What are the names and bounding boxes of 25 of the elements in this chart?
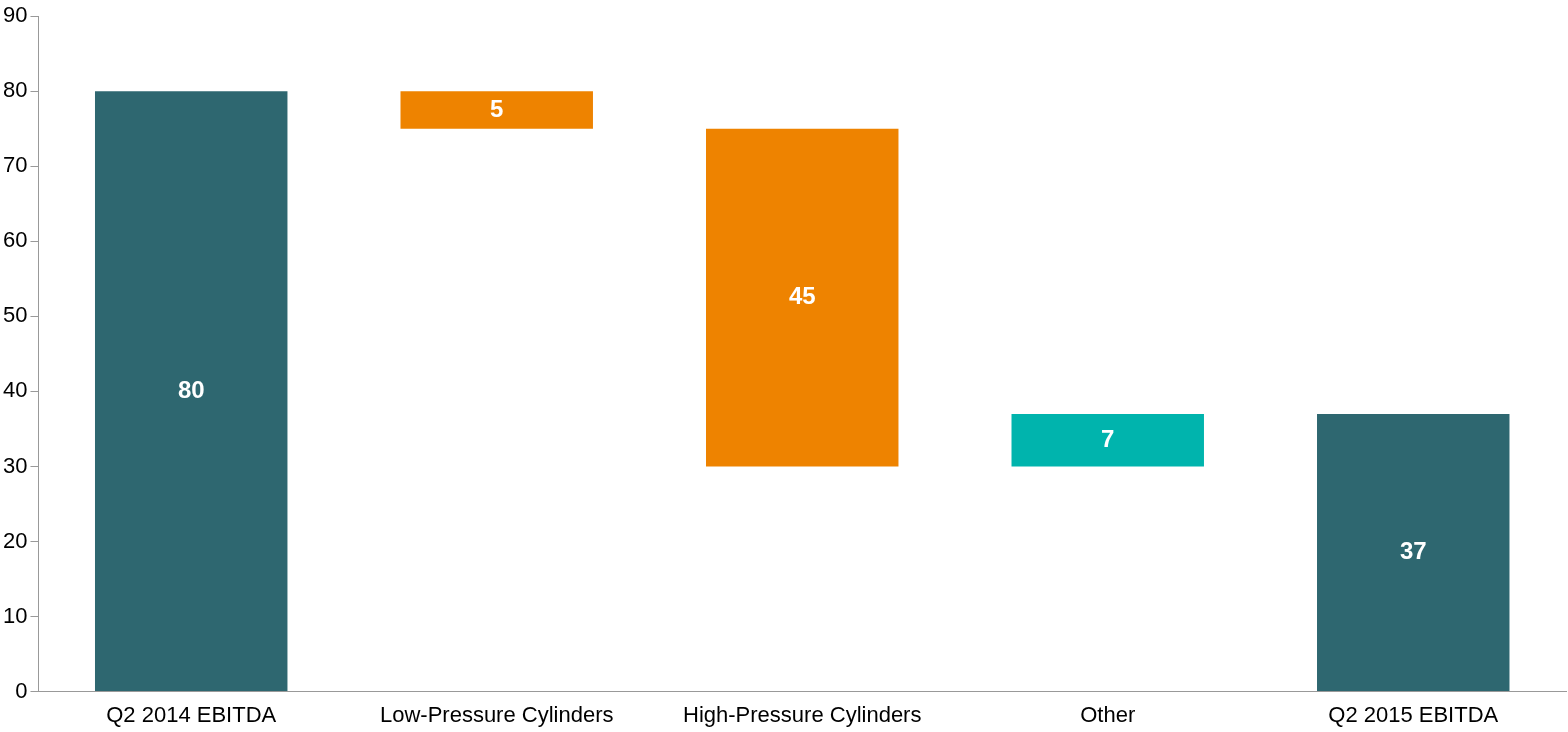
y-tick-label: 20 — [2, 527, 28, 553]
data-label: 37 — [1399, 537, 1427, 565]
y-tick-label: 70 — [2, 152, 28, 178]
bar — [94, 91, 288, 692]
y-tick-label: 60 — [2, 227, 28, 253]
bar — [400, 91, 593, 129]
data-label: 7 — [1101, 424, 1115, 452]
y-tick-label: 50 — [2, 302, 28, 328]
x-tick-label: High-Pressure Cylinders — [683, 701, 922, 727]
y-tick-label: 30 — [2, 452, 28, 478]
y-tick-label: 40 — [2, 377, 28, 403]
bar — [1011, 413, 1204, 467]
y-tick-label: 0 — [15, 677, 28, 703]
data-label: 45 — [788, 282, 816, 310]
data-label: 80 — [177, 375, 205, 403]
x-tick-label: Q2 2015 EBITDA — [1328, 701, 1499, 727]
y-tick-label: 90 — [2, 2, 28, 28]
bar — [706, 128, 899, 467]
x-tick-label: Q2 2014 EBITDA — [106, 701, 277, 727]
data-label: 5 — [490, 94, 504, 122]
x-tick-label: Low-Pressure Cylinders — [379, 701, 614, 727]
bar — [1317, 413, 1510, 692]
y-tick-label: 80 — [2, 77, 28, 103]
x-tick-label: Other — [1080, 701, 1136, 727]
y-tick-label: 10 — [2, 602, 28, 628]
